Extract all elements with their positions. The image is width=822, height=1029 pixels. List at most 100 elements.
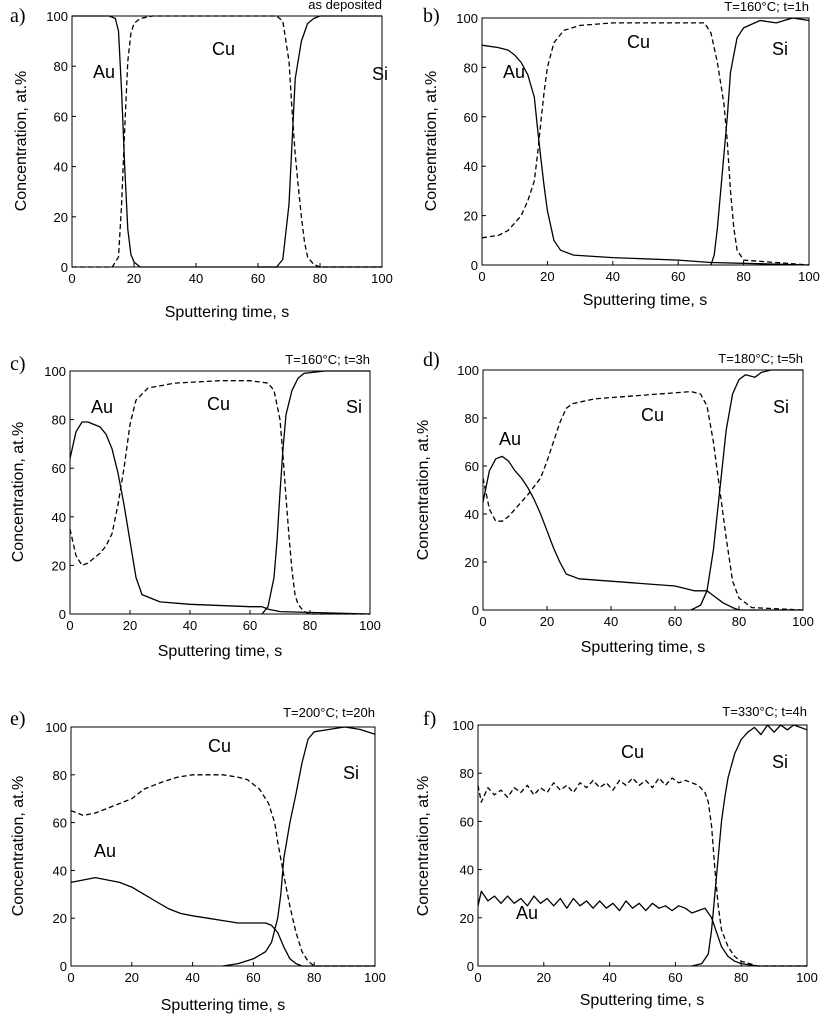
panel-condition: T=330°C; t=4h bbox=[722, 704, 807, 719]
plot-frame bbox=[481, 17, 810, 266]
x-tick-label: 100 bbox=[371, 271, 393, 286]
panel-condition: as deposited bbox=[308, 0, 382, 12]
x-tick-label: 40 bbox=[604, 614, 618, 629]
y-tick-label: 60 bbox=[52, 461, 66, 476]
y-tick-label: 60 bbox=[465, 459, 479, 474]
panel-condition: T=200°C; t=20h bbox=[283, 705, 375, 720]
x-tick-label: 80 bbox=[736, 269, 750, 284]
plot-frame bbox=[69, 370, 371, 615]
x-axis-label: Sputtering time, s bbox=[161, 997, 286, 1014]
series-line-au bbox=[72, 15, 382, 268]
y-tick-label: 40 bbox=[54, 160, 68, 175]
y-tick-label: 60 bbox=[54, 109, 68, 124]
x-tick-label: 20 bbox=[537, 970, 551, 985]
x-tick-label: 100 bbox=[359, 618, 381, 633]
x-tick-label: 60 bbox=[251, 271, 265, 286]
region-label-au: Au bbox=[503, 62, 525, 82]
y-tick-label: 60 bbox=[53, 816, 67, 831]
y-axis-label: Concentration, at.% bbox=[10, 776, 27, 917]
y-axis-label: Concentration, at.% bbox=[415, 420, 432, 561]
y-axis-label: Concentration, at.% bbox=[423, 71, 440, 212]
x-tick-label: 20 bbox=[123, 618, 137, 633]
region-label-si: Si bbox=[346, 397, 362, 417]
y-axis-label: Concentration, at.% bbox=[10, 422, 27, 563]
series-line-si bbox=[710, 17, 810, 266]
x-tick-label: 80 bbox=[313, 271, 327, 286]
series-line-si bbox=[690, 369, 803, 611]
y-tick-label: 100 bbox=[456, 11, 478, 26]
x-tick-label: 0 bbox=[474, 970, 481, 985]
series-line-au bbox=[481, 44, 810, 266]
series-line-cu bbox=[477, 777, 807, 967]
region-label-au: Au bbox=[499, 429, 521, 449]
y-tick-label: 0 bbox=[60, 959, 67, 974]
y-tick-label: 20 bbox=[465, 555, 479, 570]
y-tick-label: 60 bbox=[464, 110, 478, 125]
region-label-si: Si bbox=[772, 39, 788, 59]
x-tick-label: 60 bbox=[668, 970, 682, 985]
y-tick-label: 20 bbox=[464, 209, 478, 224]
chart-panel-d: 0 20 40 60 80 100 0 20 40 60 80 100 Au Cu Si d) T=180°C;… bbox=[415, 349, 814, 656]
x-axis-label: Sputtering time, s bbox=[583, 292, 708, 309]
panel-label: c) bbox=[10, 353, 26, 375]
series-line-cu bbox=[481, 22, 810, 266]
region-label-si: Si bbox=[772, 752, 788, 772]
y-tick-label: 20 bbox=[53, 911, 67, 926]
y-tick-label: 80 bbox=[465, 411, 479, 426]
x-tick-label: 40 bbox=[189, 271, 203, 286]
region-label-si: Si bbox=[372, 64, 388, 84]
panel-label: b) bbox=[423, 5, 440, 27]
x-tick-label: 20 bbox=[540, 269, 554, 284]
panel-condition: T=160°C; t=1h bbox=[724, 0, 809, 14]
series-line-cu bbox=[70, 774, 375, 967]
y-tick-label: 40 bbox=[464, 159, 478, 174]
y-tick-label: 100 bbox=[457, 363, 479, 378]
y-tick-label: 80 bbox=[464, 60, 478, 75]
series-line-cu bbox=[482, 390, 804, 611]
y-axis-label: Concentration, at.% bbox=[415, 776, 432, 917]
region-label-au: Au bbox=[93, 62, 115, 82]
x-tick-label: 60 bbox=[668, 614, 682, 629]
x-tick-label: 0 bbox=[479, 614, 486, 629]
x-tick-label: 0 bbox=[478, 269, 485, 284]
plot-frame bbox=[477, 724, 808, 967]
region-label-si: Si bbox=[343, 763, 359, 783]
region-label-cu: Cu bbox=[207, 394, 230, 414]
y-tick-label: 0 bbox=[59, 607, 66, 622]
chart-panel-f: 0 20 40 60 80 100 0 20 40 60 80 100 Cu Si Au f) T=330°C;… bbox=[415, 704, 818, 1009]
x-tick-label: 60 bbox=[246, 970, 260, 985]
region-label-si: Si bbox=[773, 397, 789, 417]
region-label-cu: Cu bbox=[208, 736, 231, 756]
series-line-au bbox=[477, 890, 807, 967]
region-label-cu: Cu bbox=[621, 742, 644, 762]
y-tick-label: 80 bbox=[54, 59, 68, 74]
x-tick-label: 80 bbox=[303, 618, 317, 633]
region-label-cu: Cu bbox=[627, 32, 650, 52]
y-tick-label: 0 bbox=[472, 603, 479, 618]
x-tick-label: 100 bbox=[792, 614, 814, 629]
region-label-au: Au bbox=[91, 397, 113, 417]
y-tick-label: 40 bbox=[52, 510, 66, 525]
y-tick-label: 80 bbox=[460, 766, 474, 781]
y-tick-label: 40 bbox=[465, 507, 479, 522]
y-tick-label: 40 bbox=[460, 863, 474, 878]
region-label-cu: Cu bbox=[212, 39, 235, 59]
x-tick-label: 100 bbox=[798, 269, 820, 284]
x-tick-label: 40 bbox=[183, 618, 197, 633]
series-line-si bbox=[261, 370, 370, 615]
y-tick-label: 100 bbox=[44, 364, 66, 379]
y-tick-label: 100 bbox=[45, 720, 67, 735]
panel-label: f) bbox=[423, 708, 436, 730]
x-tick-label: 0 bbox=[68, 271, 75, 286]
panel-label: d) bbox=[423, 349, 440, 371]
x-tick-label: 40 bbox=[185, 970, 199, 985]
series-line-cu bbox=[69, 380, 370, 615]
plot-frame bbox=[482, 369, 804, 611]
x-axis-label: Sputtering time, s bbox=[581, 639, 706, 656]
series-line-au bbox=[69, 421, 371, 615]
region-label-au: Au bbox=[94, 841, 116, 861]
region-label-cu: Cu bbox=[641, 405, 664, 425]
x-tick-label: 60 bbox=[671, 269, 685, 284]
x-axis-label: Sputtering time, s bbox=[158, 643, 283, 660]
y-tick-label: 0 bbox=[467, 959, 474, 974]
